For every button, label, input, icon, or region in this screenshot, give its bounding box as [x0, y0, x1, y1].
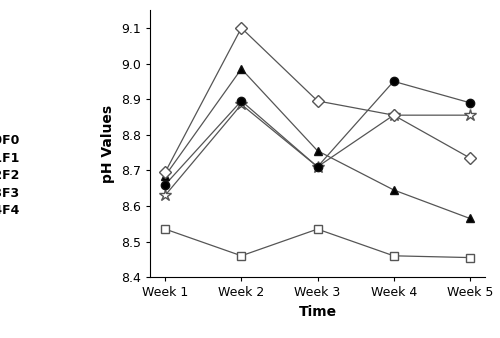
Legend: N0F0, N1F1, N2F2, N3F3, N4F4: N0F0, N1F1, N2F2, N3F3, N4F4: [0, 129, 25, 222]
Y-axis label: pH Values: pH Values: [102, 104, 116, 183]
X-axis label: Time: Time: [298, 305, 337, 319]
